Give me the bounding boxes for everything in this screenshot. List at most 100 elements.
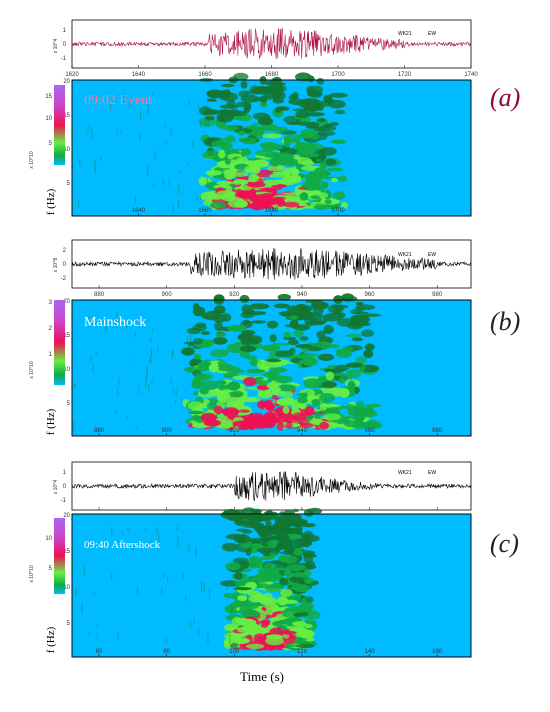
spectrogram-noise-a-27 bbox=[154, 150, 156, 161]
spectrogram-noise-a-16 bbox=[79, 158, 81, 166]
spectrogram-noise-c-22 bbox=[111, 526, 113, 535]
waveform-trace-c bbox=[71, 471, 472, 501]
spectrogram-noise-a-22 bbox=[87, 124, 89, 133]
spectrogram-blob-b-445 bbox=[248, 335, 263, 345]
spectrogram-blob-b-406 bbox=[309, 418, 324, 425]
spectrogram-noise-c-39 bbox=[150, 541, 152, 545]
event-label-a: 09:02 Event bbox=[84, 93, 152, 108]
spectrogram-noise-b-33 bbox=[88, 315, 90, 321]
colorbar-label-a: x 10^10 bbox=[29, 151, 35, 169]
spectrogram-blob-a-344 bbox=[206, 90, 220, 97]
spectrogram-blob-c-509 bbox=[234, 516, 245, 526]
spectrogram-blob-b-368 bbox=[287, 339, 299, 346]
spectrogram-blob-a-508 bbox=[266, 197, 280, 205]
spectrogram-blob-c-484 bbox=[237, 626, 252, 633]
spectrogram-noise-c-6 bbox=[121, 530, 123, 535]
spectrogram-xticks-c: 60 80 100 120 140 160 bbox=[96, 649, 443, 657]
waveform-xtick-a-4: 1700 bbox=[331, 72, 345, 78]
spectrogram-blob-a-94 bbox=[320, 181, 329, 189]
waveform-ytick-b-1: 0 bbox=[63, 262, 67, 268]
spectrogram-noise-b-16 bbox=[172, 349, 174, 355]
spectrogram-ytick-a-20: 20 bbox=[63, 79, 70, 85]
colorbar-tick-b-1: 2 bbox=[49, 326, 53, 332]
spectrogram-blob-b-382 bbox=[181, 347, 195, 356]
spectrogram-blob-a-502 bbox=[325, 158, 337, 166]
panel-b: 880 900 920 940 960 980 2 0 -2 x 10^8 WK21 EW… bbox=[29, 239, 520, 437]
spectrogram-blob-b-150 bbox=[192, 391, 199, 396]
spectrogram-blob-b-183 bbox=[298, 352, 319, 358]
spectrogram-blob-a-485 bbox=[207, 98, 217, 102]
spectrogram-noise-c-14 bbox=[96, 624, 99, 629]
spectrogram-blob-a-507 bbox=[232, 110, 247, 117]
spectrogram-blob-c-519 bbox=[265, 636, 284, 646]
spectrogram-blob-b-162 bbox=[222, 313, 232, 322]
spectrogram-noise-a-5 bbox=[170, 127, 172, 136]
spectrogram-noise-a-18 bbox=[197, 102, 199, 109]
spectrogram-noise-b-19 bbox=[150, 347, 153, 357]
spectrogram-noise-a-0 bbox=[168, 177, 170, 186]
spectrogram-noise-c-32 bbox=[144, 528, 147, 532]
spectrogram-ytick-a-5: 5 bbox=[67, 181, 71, 187]
spectrogram-blob-a-114 bbox=[308, 92, 321, 97]
event-label-b: Mainshock bbox=[84, 315, 146, 330]
spectrogram-noise-a-35 bbox=[178, 200, 180, 210]
spectrogram-blob-a-402 bbox=[246, 181, 266, 188]
waveform-xtick-b-5: 980 bbox=[432, 292, 443, 298]
spectrogram-blob-a-459 bbox=[219, 125, 239, 131]
spectrogram-blob-b-489 bbox=[350, 308, 362, 315]
spectrogram-blob-b-507 bbox=[347, 406, 367, 417]
spectrogram-blob-b-517 bbox=[191, 379, 204, 389]
waveform-legend-station-b: WK21 bbox=[398, 252, 412, 258]
spectrogram-blob-b-473 bbox=[311, 398, 321, 405]
spectrogram-noise-a-34 bbox=[116, 128, 118, 134]
spectrogram-noise-a-36 bbox=[200, 194, 202, 200]
spectrogram-blob-a-389 bbox=[243, 106, 250, 114]
spectrogram-blob-a-480 bbox=[297, 121, 313, 126]
spectrogram-blob-c-478 bbox=[259, 596, 278, 606]
waveform-line-b bbox=[71, 248, 472, 280]
spectrogram-blob-a-464 bbox=[198, 106, 212, 116]
spectrogram-noise-a-17 bbox=[77, 199, 80, 207]
spectrogram-noise-b-1 bbox=[116, 311, 118, 317]
spectrogram-blob-c-492 bbox=[270, 511, 279, 519]
waveform-xtick-a-0: 1620 bbox=[65, 72, 79, 78]
spectrogram-noise-b-22 bbox=[152, 328, 154, 333]
spectrogram-blob-b-477 bbox=[341, 293, 355, 302]
waveform-ylabel-c: x 10^4 bbox=[53, 479, 59, 494]
spectrogram-noise-b-32 bbox=[115, 318, 117, 328]
spectrogram-noise-c-19 bbox=[230, 562, 232, 568]
spectrogram-blob-c-329 bbox=[265, 519, 272, 527]
spectrogram-noise-c-10 bbox=[163, 573, 165, 577]
spectrogram-blob-b-320 bbox=[316, 330, 326, 339]
spectrogram-blob-b-413 bbox=[304, 406, 315, 416]
spectrogram-blob-c-323 bbox=[257, 528, 274, 536]
spectrogram-ytick-c-20: 20 bbox=[63, 513, 70, 519]
spectrogram-blob-a-510 bbox=[278, 152, 293, 160]
spectrogram-blob-c-461 bbox=[224, 604, 237, 613]
spectrogram-blob-b-510 bbox=[291, 305, 305, 312]
spectrogram-blob-a-518 bbox=[254, 200, 261, 211]
spectrogram-blob-a-284 bbox=[262, 133, 282, 139]
spectrogram-noise-b-31 bbox=[187, 346, 189, 356]
spectrogram-blob-c-499 bbox=[249, 555, 260, 562]
spectrogram-blob-b-459 bbox=[351, 321, 361, 329]
spectrogram-xtick-b-4: 960 bbox=[365, 428, 376, 434]
spectrogram-noise-a-4 bbox=[206, 177, 208, 184]
spectrogram-blob-a-257 bbox=[331, 139, 347, 144]
spectrogram-blob-a-519 bbox=[283, 201, 300, 208]
colorbar-tick-a-0: 15 bbox=[45, 94, 52, 100]
spectrogram-blob-b-515 bbox=[344, 420, 360, 428]
spectrogram-blob-b-421 bbox=[213, 297, 224, 305]
spectrogram-noise-b-2 bbox=[105, 324, 108, 332]
spectrogram-blob-b-52 bbox=[299, 336, 309, 341]
spectrogram-noise-b-8 bbox=[73, 383, 75, 389]
spectrogram-noise-a-7 bbox=[135, 196, 137, 204]
spectrogram-blob-a-277 bbox=[316, 118, 326, 123]
waveform-legend-station-a: WK21 bbox=[398, 31, 412, 37]
spectrogram-noise-b-3 bbox=[127, 358, 129, 363]
waveform-xtick-a-2: 1660 bbox=[198, 72, 212, 78]
spectrogram-noise-a-39 bbox=[100, 155, 102, 162]
spectrogram-blob-b-310 bbox=[333, 295, 344, 304]
spectrogram-blob-a-498 bbox=[205, 170, 223, 176]
spectrogram-blob-b-402 bbox=[276, 399, 294, 404]
